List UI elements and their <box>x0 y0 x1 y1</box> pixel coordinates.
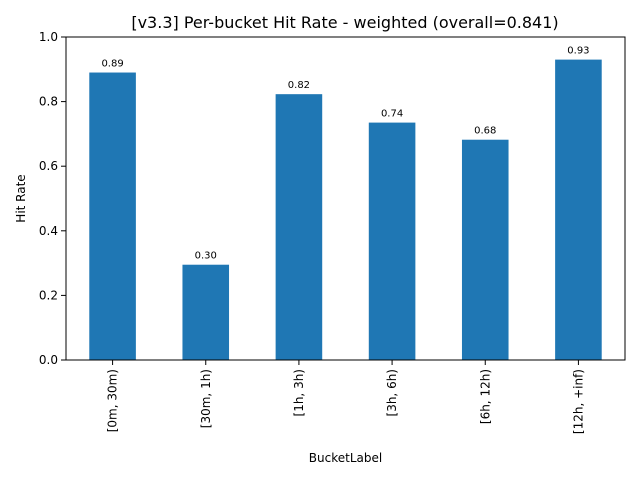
data-label: 0.68 <box>474 126 496 137</box>
data-label: 0.93 <box>567 46 589 57</box>
y-tick-label: 0.2 <box>39 288 58 302</box>
bar <box>182 264 230 360</box>
data-label: 0.74 <box>381 109 403 120</box>
bars-group <box>89 59 602 361</box>
data-label: 0.89 <box>101 59 123 70</box>
x-tick-label: [12h, +inf) <box>571 369 585 434</box>
y-tick-label: 0.0 <box>39 353 58 367</box>
x-axis-label: BucketLabel <box>309 451 382 465</box>
bar <box>555 59 602 361</box>
y-axis-label: Hit Rate <box>14 174 28 222</box>
y-tick-label: 0.8 <box>39 95 58 109</box>
data-label: 0.30 <box>195 251 217 262</box>
x-tick-label: [0m, 30m) <box>106 369 120 432</box>
plot-frame <box>65 36 626 361</box>
x-axis-ticks: [0m, 30m) [30m, 1h) [1h, 3h) [3h, 6h) [6h, 1… <box>106 360 585 434</box>
y-tick-label: 0.4 <box>39 224 58 238</box>
y-axis-ticks: 0.0 0.2 0.4 0.6 0.8 1.0 <box>39 30 66 367</box>
y-tick-label: 1.0 <box>39 30 58 44</box>
x-tick-label: [30m, 1h) <box>199 369 213 428</box>
data-labels-group: 0.89 0.30 0.82 0.74 0.68 0.93 <box>101 46 589 262</box>
bar <box>275 94 323 361</box>
x-tick-label: [3h, 6h) <box>385 369 399 416</box>
x-tick-label: [6h, 12h) <box>478 369 492 424</box>
bar <box>461 139 509 360</box>
x-tick-label: [1h, 3h) <box>292 369 306 416</box>
data-label: 0.82 <box>288 80 310 91</box>
bar <box>89 72 136 360</box>
chart-title: [v3.3] Per-bucket Hit Rate - weighted (o… <box>131 13 558 32</box>
y-tick-label: 0.6 <box>39 159 58 173</box>
bar <box>368 122 416 360</box>
